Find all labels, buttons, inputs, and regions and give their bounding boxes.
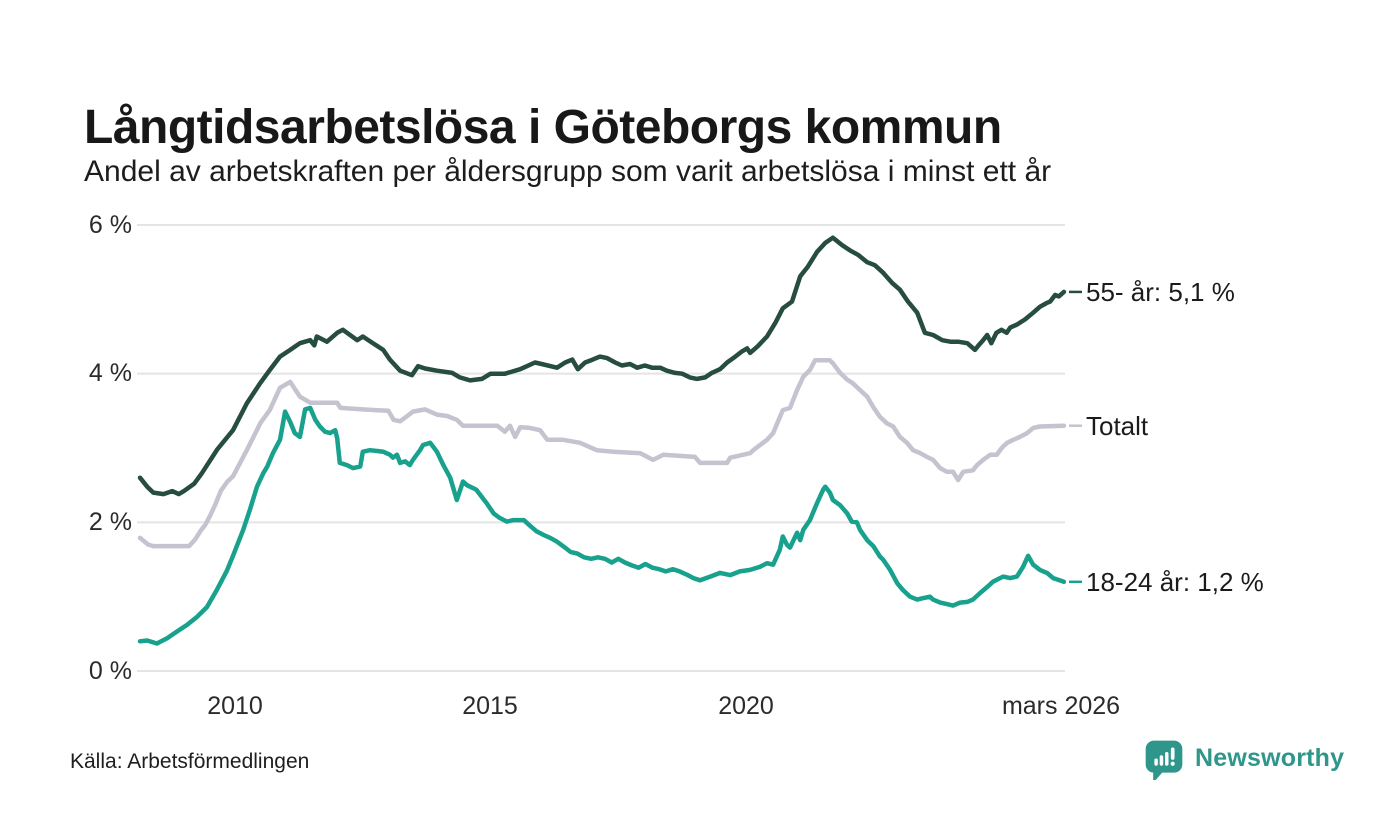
newsworthy-icon [1145,740,1183,780]
newsworthy-logo-link[interactable]: Newsworthy [1142,736,1344,780]
x-axis-tick-2015: 2015 [462,692,518,720]
chart-subtitle: Andel av arbetskraften per åldersgrupp s… [84,155,1052,188]
source-note: Källa: Arbetsförmedlingen [70,750,310,773]
series-end-label-55plus: 55- år: 5,1 % [1086,276,1235,307]
x-axis-tick-2020: 2020 [718,692,774,720]
y-axis-tick-4: 4 % [88,359,132,387]
series-end-label-18-24: 18-24 år: 1,2 % [1086,566,1264,597]
series-end-label-totalt: Totalt [1086,410,1149,441]
x-axis-tick-mars-2026: mars 2026 [1001,692,1121,720]
y-axis-tick-2: 2 % [88,508,132,536]
y-axis-tick-6: 6 % [88,211,132,239]
x-axis-tick-2010: 2010 [207,692,263,720]
chart-title: Långtidsarbetslösa i Göteborgs kommun [84,101,1002,155]
newsworthy-wordmark: Newsworthy [1195,743,1345,772]
y-axis-tick-0: 0 % [88,657,132,685]
